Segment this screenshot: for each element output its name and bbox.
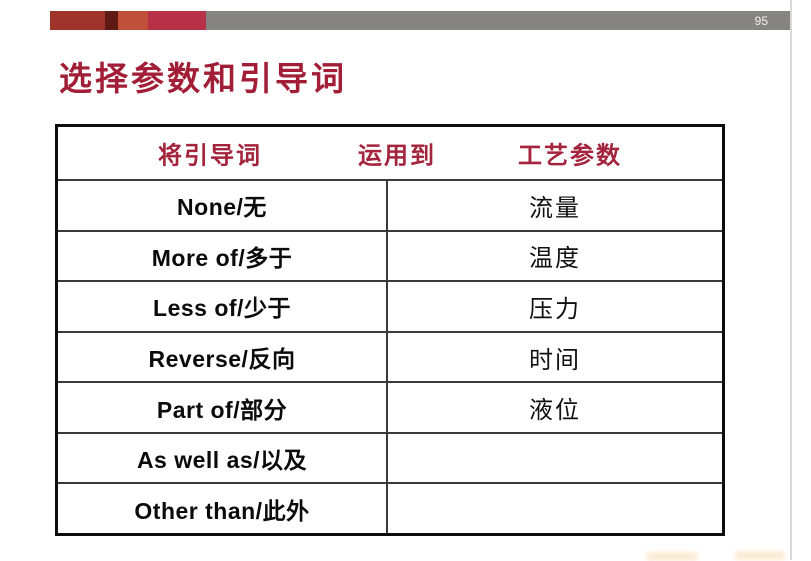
page-number: 95 (754, 13, 768, 28)
table-header-row: 将引导词 运用到 工艺参数 (58, 127, 722, 179)
parameter-cell: 时间 (529, 347, 581, 374)
table-row: As well as/以及 (58, 431, 722, 483)
parameter-cell: 压力 (529, 296, 581, 323)
guide-word-cell: More of/多于 (58, 231, 388, 281)
header-guide-words: 将引导词 (158, 143, 262, 170)
parameter-cell (388, 484, 722, 533)
guide-word-cell: Reverse/反向 (58, 332, 388, 382)
header-process-parameters: 工艺参数 (518, 143, 622, 170)
guide-word-cell: Other than/此外 (58, 484, 388, 534)
guide-word-cell: Less of/少于 (58, 282, 388, 331)
guide-word-cell: As well as/以及 (58, 433, 388, 483)
top-banner: 95 (50, 11, 790, 30)
guide-word-cell: Part of/部分 (58, 383, 388, 432)
parameter-cell: 温度 (529, 246, 581, 273)
banner-gray-strip: 95 (206, 11, 790, 30)
table-row: Part of/部分 液位 (58, 381, 722, 432)
table-row: Reverse/反向 时间 (58, 330, 722, 382)
banner-segment-2 (105, 11, 118, 30)
guide-word-cell: None/无 (58, 181, 388, 230)
banner-segment-4 (148, 11, 206, 30)
parameter-cell: 流量 (529, 195, 581, 222)
slide-right-border (790, 0, 792, 560)
table-row: Less of/少于 压力 (58, 280, 722, 331)
parameter-cell (388, 434, 722, 483)
banner-segment-1 (50, 11, 105, 30)
header-apply-to: 运用到 (358, 143, 436, 170)
watermark-fragment (646, 552, 698, 561)
banner-segment-3 (118, 11, 148, 30)
table-row: None/无 流量 (58, 179, 722, 230)
table-row: More of/多于 温度 (58, 229, 722, 281)
guide-word-table: 将引导词 运用到 工艺参数 None/无 流量 More of/多于 温度 Le… (55, 124, 725, 536)
table-row: Other than/此外 (58, 482, 722, 534)
parameter-cell: 液位 (529, 398, 581, 425)
watermark-fragment (735, 551, 785, 560)
page-title: 选择参数和引导词 (59, 62, 347, 98)
